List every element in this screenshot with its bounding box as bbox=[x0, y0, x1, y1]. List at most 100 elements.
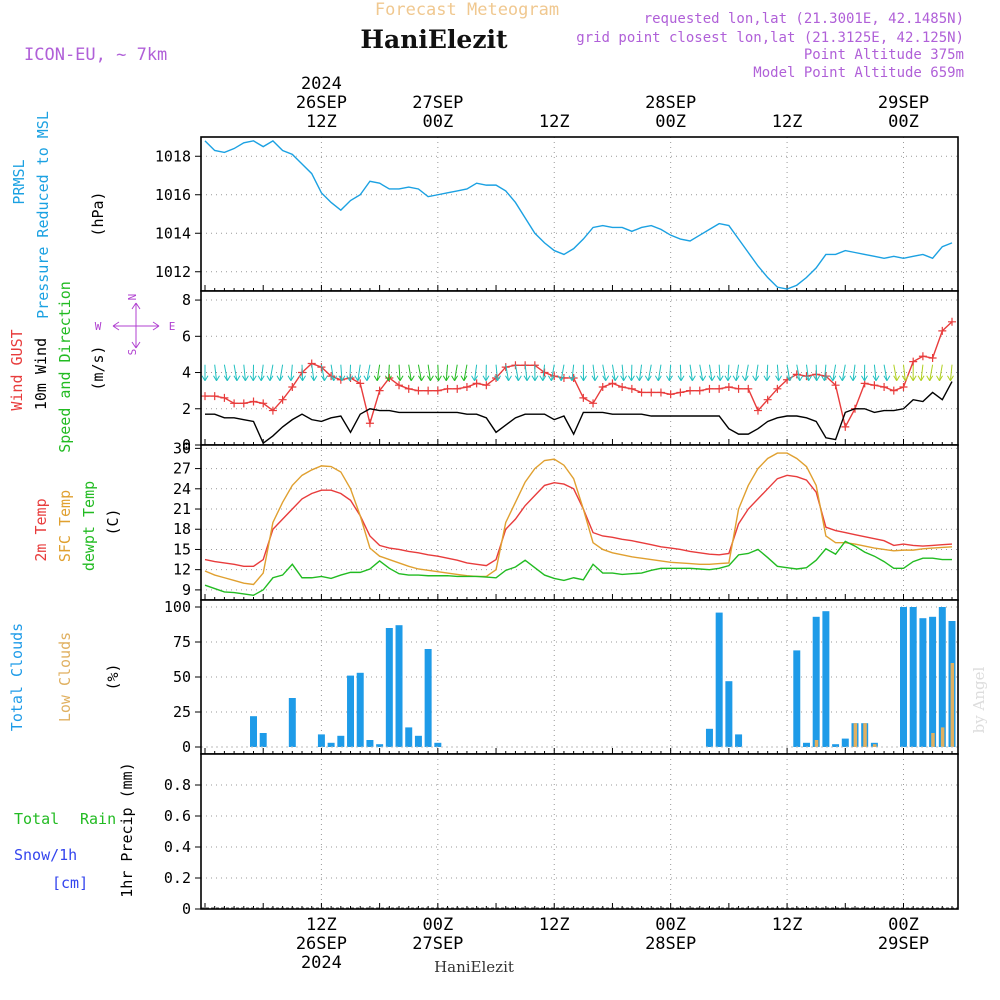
time-label-top: 28SEP bbox=[645, 93, 696, 113]
gust-point bbox=[424, 386, 433, 395]
wind-arrow-head bbox=[514, 375, 522, 381]
y-tick-label: 15 bbox=[173, 540, 191, 558]
time-label-bottom: 12Z bbox=[772, 915, 803, 935]
wind-direction-arrow bbox=[776, 364, 780, 381]
panel-0: 1012 1014 1016 1018 bbox=[155, 136, 959, 292]
gust-point bbox=[404, 384, 413, 393]
gust-point bbox=[278, 395, 287, 404]
gust-point bbox=[928, 354, 937, 363]
total-clouds-bar bbox=[900, 607, 907, 747]
wind-arrow-head bbox=[385, 375, 392, 381]
wind-direction-arrow bbox=[505, 364, 509, 381]
gust-point bbox=[608, 379, 617, 388]
wind-direction-arrow bbox=[223, 364, 228, 381]
gust-point bbox=[589, 399, 598, 408]
gust-point bbox=[414, 386, 423, 395]
total-clouds-bar bbox=[832, 744, 840, 747]
total-clouds-bar bbox=[725, 681, 733, 747]
wind-arrow-head bbox=[926, 375, 934, 381]
gust-point bbox=[889, 386, 898, 395]
wind-direction-arrow bbox=[290, 364, 293, 381]
wind-arrow-head bbox=[901, 375, 909, 381]
wind-direction-arrow bbox=[873, 364, 877, 381]
y-tick-label: 0 bbox=[182, 900, 191, 918]
panel-3: 0 25 50 75 100 bbox=[164, 598, 959, 756]
wind-arrow-head bbox=[602, 375, 610, 381]
time-label-bottom: 00Z bbox=[422, 915, 453, 935]
wind-arrow-head bbox=[223, 375, 231, 381]
dewpt-temp-label: dewpt Temp bbox=[80, 481, 98, 571]
time-label-top: 12Z bbox=[539, 112, 570, 132]
gust-point bbox=[724, 383, 733, 392]
compass-east: E bbox=[169, 320, 176, 333]
y-tick-label: 8 bbox=[182, 291, 191, 309]
time-label-top: 26SEP bbox=[296, 93, 347, 113]
total-clouds-bar bbox=[822, 611, 830, 747]
total-clouds-bar bbox=[366, 740, 374, 747]
time-label-top: 00Z bbox=[888, 112, 919, 132]
wind-arrow-head bbox=[451, 375, 459, 381]
gust-point bbox=[482, 381, 491, 390]
wind-arrow-head bbox=[917, 375, 925, 381]
point-altitude: Point Altitude 375m bbox=[804, 47, 964, 63]
gust-point bbox=[841, 422, 850, 431]
gust-point bbox=[259, 399, 268, 408]
total-clouds-bar bbox=[395, 625, 403, 747]
total-clouds-bar bbox=[405, 727, 413, 747]
wind-direction-arrow bbox=[233, 364, 238, 381]
wind-direction-arrow bbox=[301, 364, 304, 381]
wind-arrow-head bbox=[539, 375, 547, 381]
wind-direction-arrow bbox=[260, 364, 264, 381]
wind-direction-arrow bbox=[744, 364, 749, 381]
wind-direction-arrow bbox=[699, 364, 704, 381]
wind-arrow-head bbox=[620, 375, 628, 381]
wind-direction-arrow bbox=[602, 364, 607, 381]
wind-direction-arrow bbox=[920, 364, 924, 381]
y-tick-label: 75 bbox=[173, 633, 191, 651]
wind-arrow-head bbox=[611, 375, 619, 381]
y-tick-label: 12 bbox=[173, 561, 191, 579]
wind-arrow-head bbox=[654, 375, 662, 381]
total-clouds-bar bbox=[812, 616, 820, 747]
wind-direction-arrow bbox=[474, 364, 478, 381]
wind-direction-arrow bbox=[408, 364, 412, 381]
gust-point bbox=[715, 384, 724, 393]
panel-background bbox=[201, 445, 958, 600]
y-tick-label: 30 bbox=[173, 439, 191, 457]
panel-background bbox=[201, 754, 958, 909]
gust-point bbox=[356, 379, 365, 388]
wind-direction-arrow bbox=[755, 364, 759, 381]
time-label-top: 2024 bbox=[301, 74, 342, 94]
wind-arrow-head bbox=[426, 375, 434, 381]
wind-direction-arrow bbox=[902, 364, 906, 381]
gust-point bbox=[831, 381, 840, 390]
wind-direction-arrow bbox=[668, 364, 672, 381]
wind-direction-arrow bbox=[718, 364, 721, 381]
gust-point bbox=[433, 386, 442, 395]
panel-1: 0 2 4 6 8 bbox=[182, 291, 959, 454]
wind-direction-arrow bbox=[883, 364, 888, 381]
wind-direction-arrow bbox=[592, 364, 596, 381]
gust-point bbox=[899, 383, 908, 392]
cloud-panel-labels: Total Clouds Low Clouds (%) bbox=[8, 623, 122, 731]
wind-arrow-head bbox=[849, 375, 857, 381]
low-clouds-bar bbox=[863, 723, 867, 747]
wind-arrow-head bbox=[628, 375, 635, 381]
gust-point bbox=[676, 388, 685, 397]
gust-point bbox=[201, 392, 209, 401]
low-clouds-bar bbox=[872, 744, 877, 747]
wind-direction-arrow bbox=[841, 364, 846, 381]
total-clouds-label: Total Clouds bbox=[8, 623, 26, 731]
series-line-sfc-temp bbox=[204, 452, 953, 586]
total-clouds-bar bbox=[385, 628, 393, 747]
low-clouds-bar bbox=[853, 723, 858, 747]
wind-direction-arrow bbox=[349, 364, 352, 381]
chart-panels: 1012101410161018024689121518212427300255… bbox=[155, 136, 959, 918]
wind-arrow-head bbox=[813, 375, 821, 381]
series-line-dewpt-temp bbox=[204, 540, 952, 597]
total-clouds-bar bbox=[715, 612, 723, 747]
wind-arrow-head bbox=[241, 375, 249, 381]
wind-arrow-head bbox=[557, 375, 565, 381]
time-label-top: 29SEP bbox=[878, 93, 929, 113]
